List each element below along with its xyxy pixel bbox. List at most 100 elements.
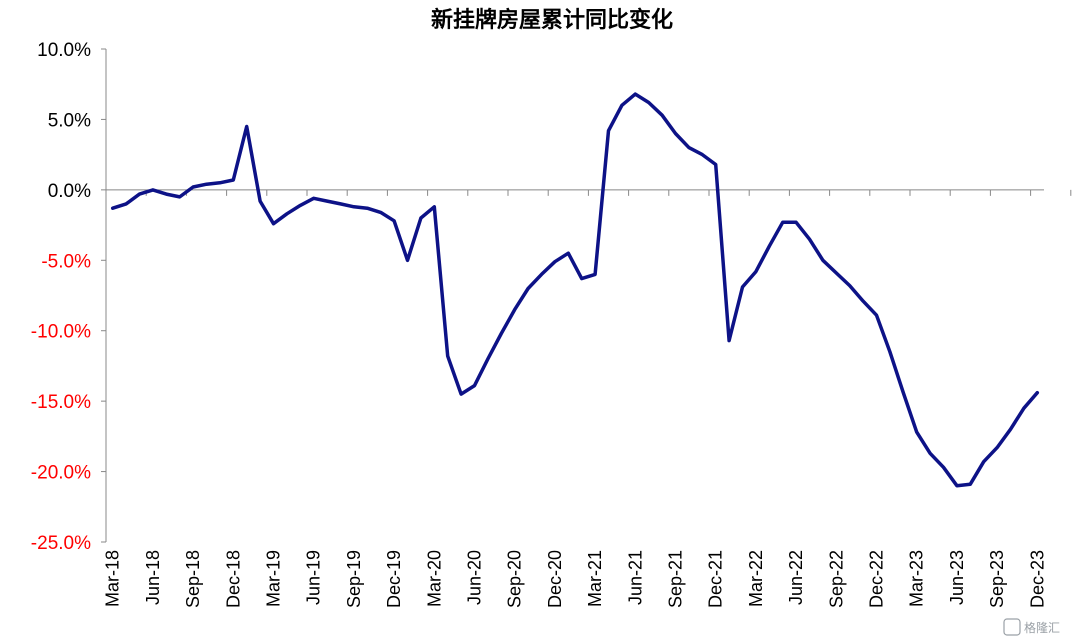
data-point xyxy=(808,238,811,240)
y-tick-label: -10.0% xyxy=(31,322,91,343)
data-point xyxy=(969,483,972,486)
y-tick-label: 10.0% xyxy=(37,40,91,61)
data-point xyxy=(755,270,757,273)
data-point xyxy=(500,332,503,335)
data-point xyxy=(219,182,221,184)
data-point xyxy=(165,193,168,195)
x-tick-label: Sep-22 xyxy=(826,550,846,608)
data-point xyxy=(580,277,583,280)
data-point xyxy=(621,104,623,107)
data-point xyxy=(1023,407,1025,409)
data-point xyxy=(138,193,141,195)
data-point xyxy=(245,125,248,128)
data-point xyxy=(460,393,462,395)
data-point xyxy=(567,252,570,255)
data-point xyxy=(473,384,476,387)
data-point xyxy=(393,220,395,222)
data-point xyxy=(192,186,194,188)
data-point xyxy=(312,197,315,200)
data-point xyxy=(929,452,931,455)
data-point xyxy=(125,203,127,205)
y-axis-ticks: 10.0% 5.0% 0.0% -5.0% -10.0% -15.0% -20.0% -25.… xyxy=(31,40,106,554)
data-point xyxy=(741,286,744,288)
y-tick-label: -5.0% xyxy=(41,251,91,272)
chart-title: 新挂牌房屋累计同比变化 xyxy=(431,7,673,33)
x-tick-label: Dec-23 xyxy=(1027,550,1047,608)
data-point xyxy=(862,300,864,302)
x-tick-label: Dec-20 xyxy=(545,550,565,608)
x-tick-label: Dec-19 xyxy=(384,550,404,608)
data-point xyxy=(875,314,878,317)
data-point xyxy=(594,273,596,276)
data-point xyxy=(942,466,945,469)
x-tick-label: Jun-22 xyxy=(786,550,806,605)
data-point xyxy=(889,351,891,353)
x-tick-label: Sep-21 xyxy=(666,550,686,608)
data-point xyxy=(527,287,529,290)
data-point xyxy=(446,355,449,357)
data-point xyxy=(795,221,797,224)
data-point xyxy=(688,146,690,149)
data-point xyxy=(111,207,114,209)
data-point xyxy=(982,460,985,463)
x-tick-label: Jun-21 xyxy=(625,550,645,605)
x-tick-label: Mar-18 xyxy=(103,550,123,607)
data-point xyxy=(540,273,543,276)
x-tick-label: Mar-20 xyxy=(424,550,444,607)
data-point xyxy=(835,272,838,274)
x-tick-label: Mar-21 xyxy=(585,550,605,607)
data-point xyxy=(674,132,677,135)
data-point xyxy=(701,153,704,156)
data-point xyxy=(487,358,489,360)
data-point xyxy=(554,260,556,263)
watermark-text: 格隆汇 xyxy=(1024,620,1060,635)
x-tick-label: Sep-18 xyxy=(183,550,203,608)
data-point xyxy=(366,207,369,209)
x-tick-label: Mar-23 xyxy=(907,550,927,607)
data-point xyxy=(205,183,208,186)
x-tick-label: Dec-18 xyxy=(223,550,243,608)
watermark-logo-icon xyxy=(1003,618,1021,636)
x-tick-label: Dec-21 xyxy=(706,550,726,608)
data-point xyxy=(353,205,355,208)
data-point xyxy=(1009,428,1012,431)
data-point xyxy=(326,200,328,202)
data-point xyxy=(607,129,610,132)
data-point xyxy=(781,221,784,224)
data-point xyxy=(286,213,288,215)
data-point xyxy=(848,284,851,287)
y-tick-label: -15.0% xyxy=(31,392,91,413)
series-layer xyxy=(110,92,1040,488)
data-point xyxy=(956,484,958,487)
data-point xyxy=(915,431,918,433)
x-tick-label: Sep-20 xyxy=(505,550,525,608)
x-axis: Mar-18 Jun-18 Sep-18 Dec-18 Mar-19 Jun-19 Sep-… xyxy=(103,189,1072,608)
data-point xyxy=(259,200,261,202)
y-tick-label: 5.0% xyxy=(48,110,91,131)
x-tick-label: Sep-23 xyxy=(987,550,1007,608)
data-point xyxy=(822,259,824,262)
x-tick-label: Mar-19 xyxy=(264,550,284,607)
data-point xyxy=(420,217,422,219)
series-line xyxy=(110,92,1040,488)
data-point xyxy=(433,205,436,208)
data-point xyxy=(647,101,650,104)
x-tick-label: Sep-19 xyxy=(344,550,364,608)
data-point xyxy=(152,189,154,191)
data-point xyxy=(902,391,905,394)
x-tick-label: Dec-22 xyxy=(867,550,887,608)
data-point xyxy=(299,204,302,207)
data-point xyxy=(272,222,275,225)
data-point xyxy=(728,339,730,342)
data-point xyxy=(513,308,516,311)
data-point xyxy=(379,211,382,214)
data-point xyxy=(768,245,771,247)
x-tick-label: Mar-22 xyxy=(746,550,766,607)
x-tick-label: Jun-23 xyxy=(947,550,967,605)
data-point xyxy=(178,196,181,198)
x-tick-label: Jun-20 xyxy=(465,550,485,605)
data-point xyxy=(714,163,717,166)
x-tick-label: Jun-18 xyxy=(143,550,163,605)
y-tick-label: 0.0% xyxy=(48,181,91,202)
